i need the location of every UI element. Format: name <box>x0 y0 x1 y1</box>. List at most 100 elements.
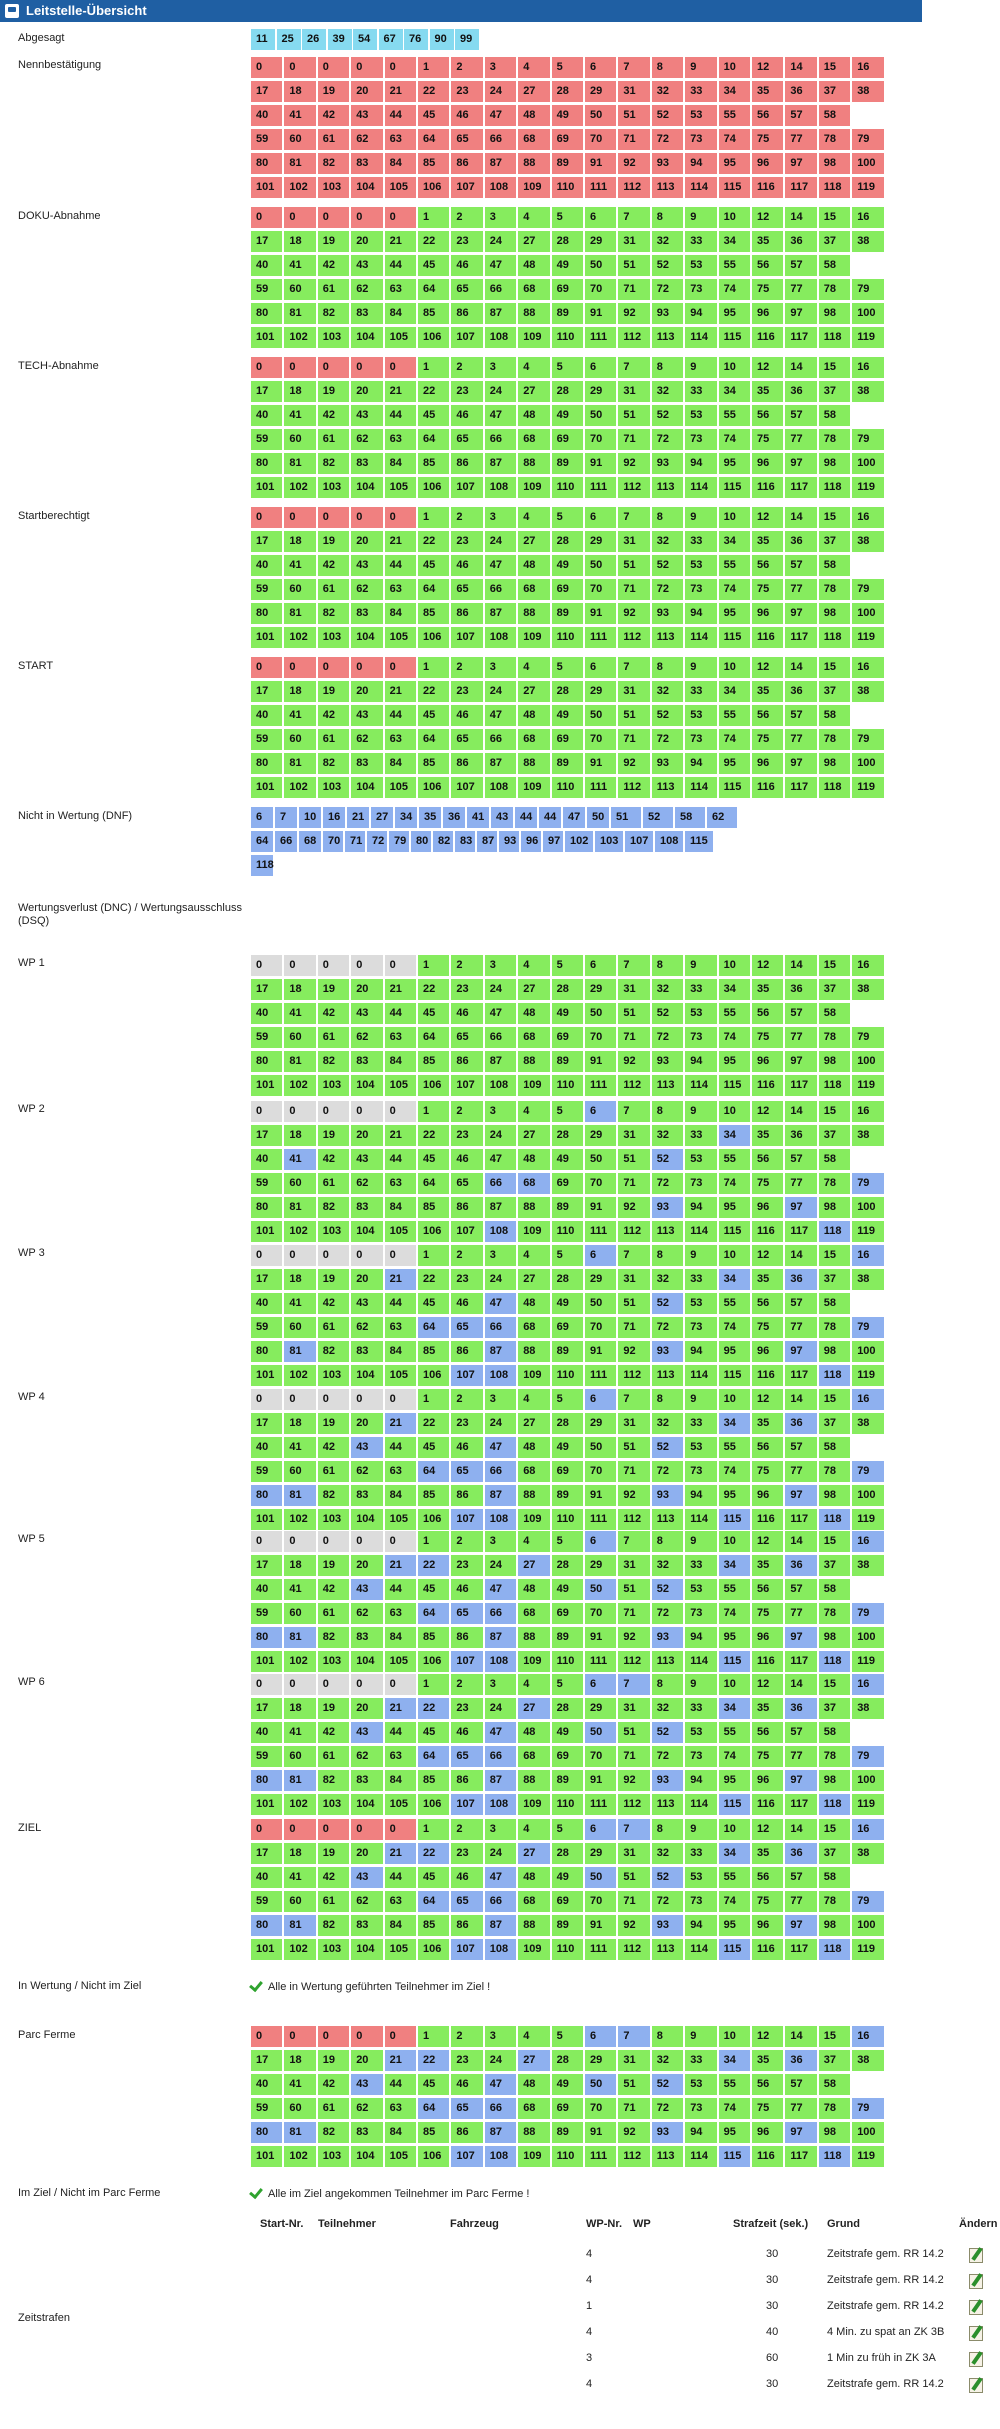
participant-cell[interactable]: 82 <box>317 753 350 774</box>
participant-cell[interactable]: 18 <box>284 1125 316 1146</box>
participant-cell[interactable]: 49 <box>551 555 583 576</box>
participant-cell[interactable]: 117 <box>785 1794 817 1815</box>
participant-cell[interactable]: 16 <box>852 657 884 678</box>
participant-cell[interactable]: 22 <box>418 1413 450 1434</box>
participant-cell[interactable]: 117 <box>785 477 817 498</box>
participant-cell[interactable]: 105 <box>384 177 416 198</box>
participant-cell[interactable]: 6 <box>585 657 617 678</box>
participant-cell[interactable]: 104 <box>351 327 383 348</box>
participant-cell[interactable]: 73 <box>685 729 717 750</box>
participant-cell[interactable]: 29 <box>585 1413 617 1434</box>
participant-cell[interactable]: 69 <box>551 1173 583 1194</box>
participant-cell[interactable]: 107 <box>451 1509 483 1530</box>
participant-cell[interactable]: 40 <box>251 1149 283 1170</box>
participant-cell[interactable]: 49 <box>551 405 583 426</box>
participant-cell[interactable]: 73 <box>685 1891 717 1912</box>
participant-cell[interactable]: 2 <box>451 2026 483 2047</box>
participant-cell[interactable]: 107 <box>451 627 483 648</box>
participant-cell[interactable]: 112 <box>618 477 650 498</box>
participant-cell[interactable]: 116 <box>752 327 784 348</box>
participant-cell[interactable]: 111 <box>585 1794 617 1815</box>
participant-cell[interactable]: 119 <box>852 1509 884 1530</box>
edit-icon[interactable] <box>969 2326 983 2341</box>
participant-cell[interactable]: 28 <box>551 1269 583 1290</box>
participant-cell[interactable]: 7 <box>618 1531 650 1552</box>
participant-cell[interactable]: 98 <box>818 153 851 174</box>
participant-cell[interactable]: 38 <box>852 531 884 552</box>
participant-cell[interactable]: 36 <box>785 1698 817 1719</box>
participant-cell[interactable]: 110 <box>551 1221 583 1242</box>
participant-cell[interactable]: 69 <box>551 429 583 450</box>
participant-cell[interactable]: 35 <box>752 381 784 402</box>
participant-cell[interactable]: 43 <box>351 1867 383 1888</box>
participant-cell[interactable]: 34 <box>718 1125 750 1146</box>
participant-cell[interactable]: 37 <box>818 531 851 552</box>
participant-cell[interactable]: 109 <box>518 1794 550 1815</box>
participant-cell[interactable]: 91 <box>585 603 617 624</box>
participant-cell[interactable]: 9 <box>685 955 717 976</box>
participant-cell[interactable]: 83 <box>351 1915 383 1936</box>
participant-cell[interactable]: 52 <box>651 1149 684 1170</box>
participant-cell[interactable]: 104 <box>351 2146 383 2167</box>
participant-cell[interactable]: 115 <box>718 1794 750 1815</box>
participant-cell[interactable]: 72 <box>651 1746 684 1767</box>
participant-cell[interactable]: 69 <box>551 1027 583 1048</box>
participant-cell[interactable]: 92 <box>618 1627 650 1648</box>
participant-cell[interactable]: 50 <box>585 1437 617 1458</box>
participant-cell[interactable]: 22 <box>418 1125 450 1146</box>
participant-cell[interactable]: 3 <box>484 1819 517 1840</box>
participant-cell[interactable]: 77 <box>785 729 817 750</box>
participant-cell[interactable]: 20 <box>351 979 383 1000</box>
participant-cell[interactable]: 16 <box>852 1674 884 1695</box>
participant-cell[interactable]: 98 <box>818 1051 851 1072</box>
participant-cell[interactable]: 82 <box>317 1051 350 1072</box>
participant-cell[interactable]: 119 <box>852 1221 884 1242</box>
participant-cell[interactable]: 34 <box>718 1555 750 1576</box>
participant-cell[interactable]: 117 <box>785 1221 817 1242</box>
participant-cell[interactable]: 60 <box>284 1317 316 1338</box>
participant-cell[interactable]: 93 <box>651 1915 684 1936</box>
participant-cell[interactable]: 109 <box>518 1365 550 1386</box>
participant-cell[interactable]: 59 <box>251 279 283 300</box>
participant-cell[interactable]: 100 <box>852 1915 884 1936</box>
participant-cell[interactable]: 9 <box>685 1819 717 1840</box>
participant-cell[interactable]: 117 <box>785 177 817 198</box>
participant-cell[interactable]: 3 <box>484 357 517 378</box>
participant-cell[interactable]: 118 <box>818 1075 851 1096</box>
participant-cell[interactable]: 77 <box>785 1891 817 1912</box>
participant-cell[interactable]: 107 <box>451 177 483 198</box>
participant-cell[interactable]: 15 <box>818 1819 851 1840</box>
participant-cell[interactable]: 43 <box>351 1579 383 1600</box>
participant-cell[interactable]: 9 <box>685 2026 717 2047</box>
participant-cell[interactable]: 44 <box>384 255 416 276</box>
participant-cell[interactable]: 48 <box>518 1867 550 1888</box>
participant-cell[interactable]: 63 <box>384 429 416 450</box>
participant-cell[interactable]: 56 <box>752 105 784 126</box>
participant-cell[interactable]: 106 <box>418 2146 450 2167</box>
participant-cell[interactable]: 93 <box>651 453 684 474</box>
participant-cell[interactable]: 56 <box>752 1579 784 1600</box>
participant-cell[interactable]: 98 <box>818 303 851 324</box>
participant-cell[interactable]: 8 <box>651 57 684 78</box>
participant-cell[interactable]: 38 <box>852 681 884 702</box>
participant-cell[interactable]: 91 <box>585 303 617 324</box>
participant-cell[interactable]: 72 <box>651 1027 684 1048</box>
participant-cell[interactable]: 115 <box>718 777 750 798</box>
participant-cell[interactable]: 10 <box>718 955 750 976</box>
participant-cell[interactable]: 21 <box>384 979 416 1000</box>
participant-cell[interactable]: 52 <box>651 1437 684 1458</box>
participant-cell[interactable]: 82 <box>317 603 350 624</box>
participant-cell[interactable]: 106 <box>418 1794 450 1815</box>
participant-cell[interactable]: 118 <box>818 2146 851 2167</box>
participant-cell[interactable]: 66 <box>484 1746 517 1767</box>
participant-cell[interactable]: 92 <box>618 1341 650 1362</box>
participant-cell[interactable]: 96 <box>752 1341 784 1362</box>
participant-cell[interactable]: 19 <box>317 381 350 402</box>
participant-cell[interactable]: 74 <box>718 1027 750 1048</box>
participant-cell[interactable]: 36 <box>785 979 817 1000</box>
participant-cell[interactable]: 94 <box>685 303 717 324</box>
participant-cell[interactable]: 88 <box>518 1197 550 1218</box>
participant-cell[interactable]: 101 <box>251 177 283 198</box>
participant-cell[interactable]: 28 <box>551 2050 583 2071</box>
participant-cell[interactable]: 33 <box>685 81 717 102</box>
